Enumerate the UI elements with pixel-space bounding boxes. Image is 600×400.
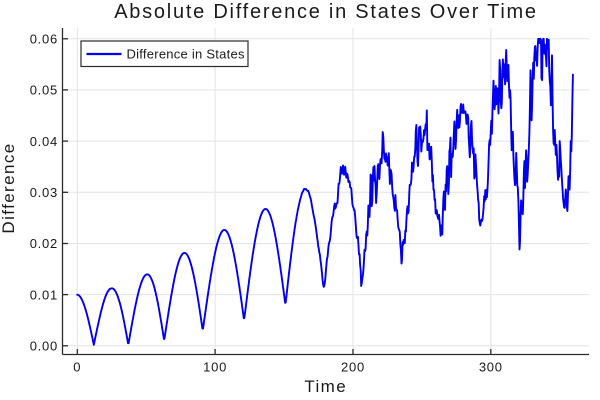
svg-text:200: 200 [341,360,365,375]
svg-text:Difference: Difference [0,142,18,233]
svg-text:Time: Time [304,377,347,396]
svg-text:0.03: 0.03 [30,185,58,200]
svg-text:0.06: 0.06 [30,32,58,47]
svg-text:0.04: 0.04 [30,134,58,149]
svg-text:Absolute Difference in States: Absolute Difference in States Over Time [114,1,538,23]
svg-text:0.02: 0.02 [30,236,58,251]
svg-text:0.01: 0.01 [30,287,58,302]
svg-text:100: 100 [203,360,227,375]
svg-text:0.05: 0.05 [30,83,58,98]
svg-text:0.00: 0.00 [30,339,58,354]
svg-text:300: 300 [479,360,503,375]
svg-text:0: 0 [73,360,81,375]
svg-text:Difference in States: Difference in States [127,46,245,61]
